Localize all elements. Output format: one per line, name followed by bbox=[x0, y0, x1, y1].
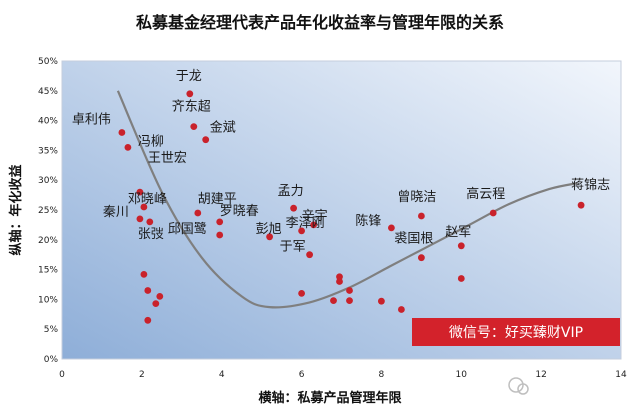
data-point bbox=[190, 123, 198, 130]
point-label: 齐东超 bbox=[172, 99, 211, 115]
data-point bbox=[346, 297, 353, 304]
data-point bbox=[266, 233, 273, 241]
point-label: 张弢 bbox=[138, 227, 164, 242]
point-label: 邓晓峰 bbox=[128, 192, 167, 207]
data-point bbox=[186, 90, 194, 98]
point-label: 孟力 bbox=[278, 184, 304, 199]
y-tick-label: 0% bbox=[44, 355, 59, 365]
watermark-banner: 微信号：好买臻财VIP bbox=[412, 318, 620, 346]
wechat-subscription-icon bbox=[508, 377, 529, 395]
y-tick-label: 40% bbox=[38, 117, 58, 127]
data-point bbox=[136, 215, 144, 223]
y-tick-label: 20% bbox=[38, 236, 58, 246]
y-tick-label: 30% bbox=[38, 176, 58, 186]
data-point bbox=[146, 218, 154, 226]
watermark-background bbox=[412, 318, 620, 346]
y-tick-label: 10% bbox=[38, 295, 58, 305]
x-axis-label: 横轴：私募产品管理年限 bbox=[258, 390, 402, 406]
data-point bbox=[336, 273, 343, 281]
point-label: 冯柳 bbox=[138, 134, 164, 149]
point-label: 辛宇 bbox=[302, 209, 328, 224]
data-point bbox=[152, 300, 160, 307]
data-point bbox=[457, 275, 465, 282]
y-tick-label: 5% bbox=[44, 325, 59, 335]
data-point bbox=[378, 297, 385, 305]
point-label: 于龙 bbox=[176, 69, 202, 84]
point-label: 于军 bbox=[280, 240, 306, 255]
point-label: 蒋锦志 bbox=[571, 178, 610, 193]
data-point bbox=[194, 209, 202, 217]
point-label: 王世宏 bbox=[148, 151, 187, 166]
data-point bbox=[418, 254, 425, 262]
point-label: 罗晓春 bbox=[220, 204, 259, 219]
data-point bbox=[140, 271, 148, 278]
data-point bbox=[306, 251, 313, 259]
data-point bbox=[124, 144, 132, 151]
point-label: 邱国鹭 bbox=[168, 221, 207, 237]
data-point bbox=[216, 231, 224, 239]
watermark-text: 微信号：好买臻财VIP bbox=[449, 325, 583, 341]
point-label: 赵军 bbox=[445, 225, 471, 240]
data-point bbox=[336, 278, 343, 285]
data-point bbox=[398, 306, 405, 313]
x-tick-label: 8 bbox=[379, 370, 385, 380]
x-axis: 0 2 4 6 8 10 12 14 bbox=[59, 370, 627, 380]
x-tick-label: 2 bbox=[139, 370, 145, 380]
x-tick-label: 12 bbox=[535, 370, 546, 380]
data-point bbox=[489, 209, 497, 217]
point-label: 金斌 bbox=[210, 120, 236, 136]
logo-text: 好买臻财VIP bbox=[534, 379, 601, 393]
data-point bbox=[418, 212, 425, 220]
point-label: 卓利伟 bbox=[72, 113, 111, 128]
y-tick-label: 50% bbox=[38, 57, 58, 67]
data-point bbox=[144, 287, 152, 294]
data-point bbox=[577, 201, 585, 209]
point-label: 彭旭 bbox=[256, 222, 282, 237]
data-point bbox=[118, 129, 126, 136]
data-point bbox=[330, 297, 337, 304]
data-point bbox=[298, 227, 305, 235]
data-point bbox=[140, 203, 148, 211]
y-axis: 0% 5% 10% 15% 20% 25% 30% 35% 40% 45% 50% bbox=[38, 57, 58, 365]
data-point bbox=[457, 242, 465, 250]
point-label: 裘国根 bbox=[394, 231, 433, 247]
point-label: 李泽刚 bbox=[286, 216, 325, 231]
data-point bbox=[144, 316, 152, 324]
y-tick-label: 35% bbox=[38, 146, 58, 156]
data-point bbox=[156, 293, 164, 300]
trend-line bbox=[116, 90, 578, 309]
y-axis-label: 纵轴：年化收益 bbox=[8, 164, 24, 255]
point-label: 秦川 bbox=[103, 205, 129, 220]
y-tick-label: 15% bbox=[38, 266, 58, 276]
data-point bbox=[388, 224, 395, 232]
y-tick-label: 45% bbox=[38, 87, 58, 97]
data-point bbox=[216, 218, 224, 226]
x-tick-label: 14 bbox=[615, 370, 627, 380]
data-point bbox=[202, 136, 210, 144]
data-point bbox=[346, 287, 353, 294]
data-point bbox=[136, 188, 144, 196]
x-tick-label: 4 bbox=[219, 370, 225, 380]
data-points bbox=[118, 90, 585, 324]
point-label: 胡建平 bbox=[198, 192, 237, 207]
chart-title: 私募基金经理代表产品年化收益率与管理年限的关系 bbox=[136, 13, 504, 32]
data-point bbox=[298, 290, 305, 297]
plot-area bbox=[61, 60, 622, 360]
x-tick-label: 6 bbox=[299, 370, 305, 380]
point-label: 曾晓洁 bbox=[397, 190, 436, 205]
data-point bbox=[310, 221, 317, 229]
logo: 好买臻财VIP bbox=[508, 377, 601, 395]
point-label: 高云程 bbox=[466, 186, 505, 202]
point-label: 陈锋 bbox=[355, 213, 381, 229]
y-tick-label: 25% bbox=[38, 206, 58, 216]
x-tick-label: 10 bbox=[456, 370, 468, 380]
data-point bbox=[290, 204, 297, 212]
x-tick-label: 0 bbox=[59, 370, 65, 380]
